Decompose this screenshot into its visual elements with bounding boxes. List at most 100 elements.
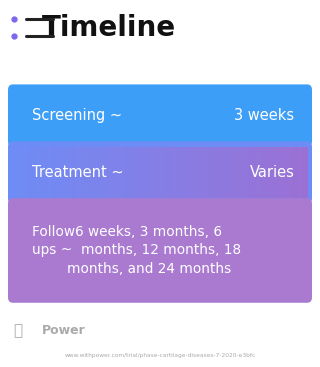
Bar <box>116 147 119 198</box>
Text: Varies: Varies <box>250 165 294 180</box>
Bar <box>119 147 122 198</box>
Bar <box>145 147 149 198</box>
Bar <box>128 147 131 198</box>
Bar <box>266 147 269 198</box>
Bar <box>189 147 193 198</box>
Bar <box>101 147 105 198</box>
FancyBboxPatch shape <box>8 141 312 204</box>
Bar <box>257 147 261 198</box>
Bar <box>28 147 31 198</box>
Text: www.withpower.com/trial/phase-cartilage-diseases-7-2020-e3bfc: www.withpower.com/trial/phase-cartilage-… <box>64 353 256 358</box>
Text: Timeline: Timeline <box>42 14 176 41</box>
Bar <box>260 147 264 198</box>
Bar <box>216 147 220 198</box>
Bar <box>225 147 228 198</box>
Bar <box>157 147 161 198</box>
Bar <box>236 147 240 198</box>
Bar <box>154 147 158 198</box>
Bar <box>192 147 196 198</box>
Bar <box>125 147 128 198</box>
Bar <box>81 147 84 198</box>
Bar <box>166 147 170 198</box>
Bar <box>245 147 249 198</box>
Bar <box>272 147 276 198</box>
Bar <box>22 147 25 198</box>
Bar <box>48 147 52 198</box>
Text: Treatment ~: Treatment ~ <box>32 165 124 180</box>
Bar <box>284 147 287 198</box>
Text: Follow6 weeks, 3 months, 6
ups ~  months, 12 months, 18
        months, and 24 m: Follow6 weeks, 3 months, 6 ups ~ months,… <box>32 225 241 276</box>
Bar <box>84 147 87 198</box>
Text: 3 weeks: 3 weeks <box>234 108 294 123</box>
Bar <box>210 147 214 198</box>
Bar <box>198 147 202 198</box>
Bar <box>175 147 178 198</box>
Bar <box>275 147 278 198</box>
Bar <box>295 147 299 198</box>
Bar <box>75 147 78 198</box>
Bar <box>92 147 96 198</box>
Bar <box>263 147 267 198</box>
Bar <box>195 147 199 198</box>
Bar <box>122 147 125 198</box>
Bar <box>42 147 46 198</box>
Bar <box>251 147 255 198</box>
Bar <box>278 147 281 198</box>
Bar <box>281 147 284 198</box>
Bar <box>163 147 166 198</box>
Bar <box>36 147 40 198</box>
FancyBboxPatch shape <box>8 84 312 147</box>
Bar <box>231 147 234 198</box>
Bar <box>269 147 273 198</box>
Bar <box>254 147 258 198</box>
Bar <box>86 147 90 198</box>
Bar <box>60 147 63 198</box>
Bar <box>131 147 134 198</box>
Bar <box>148 147 152 198</box>
Bar <box>301 147 305 198</box>
Bar <box>180 147 184 198</box>
Bar <box>290 147 293 198</box>
Bar <box>151 147 155 198</box>
Bar <box>239 147 243 198</box>
Bar <box>30 147 34 198</box>
Bar <box>16 147 19 198</box>
Bar <box>136 147 140 198</box>
Bar <box>72 147 75 198</box>
Bar <box>178 147 181 198</box>
Bar <box>140 147 143 198</box>
Bar <box>113 147 116 198</box>
Bar <box>160 147 164 198</box>
Bar <box>25 147 28 198</box>
FancyBboxPatch shape <box>8 198 312 303</box>
Bar <box>187 147 190 198</box>
Bar <box>107 147 111 198</box>
Bar <box>98 147 102 198</box>
Bar <box>248 147 252 198</box>
Bar <box>304 147 308 198</box>
Text: Screening ~: Screening ~ <box>32 108 122 123</box>
Bar <box>51 147 55 198</box>
Bar <box>54 147 58 198</box>
Bar <box>19 147 22 198</box>
Bar <box>110 147 114 198</box>
Bar <box>207 147 211 198</box>
Bar <box>89 147 93 198</box>
Bar <box>39 147 43 198</box>
Bar <box>66 147 69 198</box>
Bar <box>57 147 60 198</box>
Bar <box>69 147 72 198</box>
Bar <box>104 147 108 198</box>
Bar <box>142 147 146 198</box>
Text: Power: Power <box>42 324 85 337</box>
Bar <box>133 147 137 198</box>
Bar <box>77 147 81 198</box>
Bar <box>95 147 99 198</box>
Bar <box>201 147 205 198</box>
Text: ⛨: ⛨ <box>13 323 22 338</box>
Bar <box>213 147 217 198</box>
Bar <box>298 147 302 198</box>
Bar <box>234 147 237 198</box>
Bar <box>243 147 246 198</box>
Bar <box>33 147 37 198</box>
